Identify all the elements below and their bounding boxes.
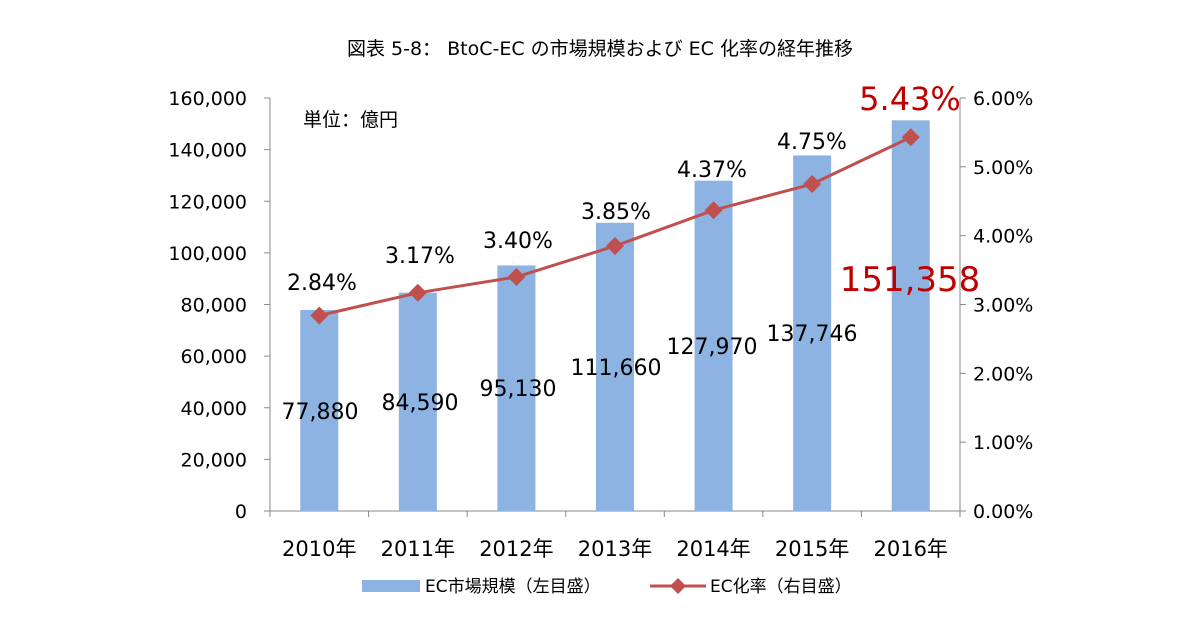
bar-6 — [891, 120, 930, 511]
bar-4 — [694, 180, 733, 512]
y-left-tick-label: 140,000 — [168, 140, 247, 162]
ec-rate-point-5 — [803, 175, 822, 194]
y-left-tick-label: 100,000 — [168, 243, 247, 265]
bar-0 — [300, 309, 339, 511]
legend-line-marker — [670, 578, 686, 594]
y-right-tick-label: 2.00% — [973, 363, 1033, 385]
bar-data-label: 151,358 — [840, 260, 981, 300]
x-tick-label: 2013年 — [578, 537, 652, 561]
x-tick-label: 2014年 — [676, 537, 750, 561]
y-left-tick-label: 40,000 — [181, 398, 247, 420]
bar-data-label: 111,660 — [571, 356, 662, 381]
rate-data-label: 3.85% — [581, 200, 651, 225]
y-left-tick-label: 120,000 — [168, 191, 247, 213]
x-tick-label: 2011年 — [381, 537, 455, 561]
rate-data-label: 2.84% — [287, 271, 357, 296]
y-right-tick-label: 5.00% — [973, 157, 1033, 179]
bar-data-label: 77,880 — [282, 400, 359, 425]
y-left-tick-label: 60,000 — [181, 346, 247, 368]
ec-rate-point-4 — [704, 201, 723, 220]
x-tick-label: 2010年 — [282, 537, 356, 561]
legend-line-label: EC化率（右目盛） — [710, 577, 852, 597]
bar-data-label: 84,590 — [382, 391, 459, 416]
rate-data-label: 5.43% — [859, 80, 961, 118]
bar-3 — [596, 222, 634, 511]
ec-rate-point-3 — [606, 236, 624, 255]
y-right-tick-label: 6.00% — [973, 88, 1033, 110]
bar-1 — [398, 292, 437, 511]
unit-note: 単位：億円 — [303, 109, 398, 131]
y-right-tick-label: 3.00% — [973, 295, 1033, 317]
bar-data-label: 127,970 — [667, 335, 758, 360]
bar-5 — [793, 155, 832, 512]
rate-data-label: 3.40% — [483, 229, 553, 254]
ec-rate-point-0 — [310, 306, 329, 325]
ec-rate-point-6 — [901, 128, 920, 147]
bar-data-label: 137,746 — [767, 322, 858, 347]
y-left-tick-label: 20,000 — [181, 449, 247, 471]
x-tick-label: 2016年 — [873, 537, 947, 561]
bar-data-label: 95,130 — [480, 377, 557, 402]
x-tick-label: 2015年 — [775, 537, 849, 561]
y-right-tick-label: 0.00% — [973, 501, 1033, 523]
rate-data-label: 4.37% — [677, 158, 747, 183]
legend-bar-label: EC市場規模（左目盛） — [425, 577, 601, 597]
rate-data-label: 4.75% — [777, 130, 847, 155]
y-left-tick-label: 0 — [235, 501, 247, 523]
chart-title: 図表 5-8： BtoC-EC の市場規模および EC 化率の経年推移 — [347, 38, 853, 60]
y-left-tick-label: 160,000 — [168, 88, 247, 110]
y-right-tick-label: 4.00% — [973, 226, 1033, 248]
bar-2 — [497, 265, 536, 511]
rate-data-label: 3.17% — [385, 244, 455, 269]
y-right-tick-label: 1.00% — [973, 432, 1033, 454]
x-tick-label: 2012年 — [479, 537, 553, 561]
y-left-tick-label: 80,000 — [181, 295, 247, 317]
ec-rate-point-1 — [408, 283, 427, 302]
legend-bar-swatch — [362, 580, 420, 592]
ec-rate-point-2 — [507, 267, 526, 286]
